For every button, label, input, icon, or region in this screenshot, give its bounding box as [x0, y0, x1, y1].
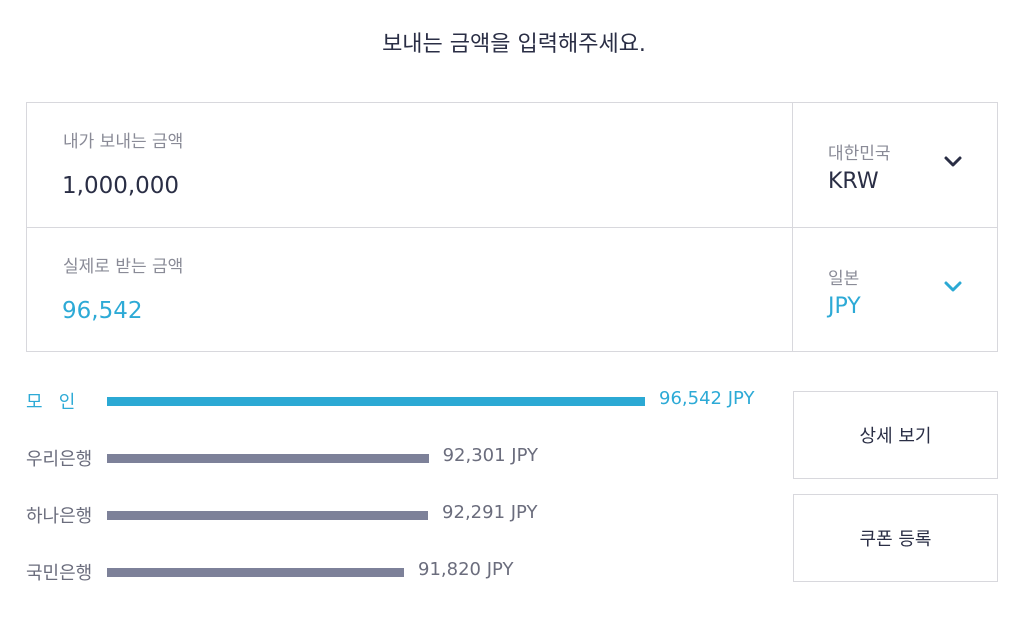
receive-currency-code: JPY — [828, 294, 861, 319]
amount-calculator: 내가 보내는 금액 1,000,000 대한민국 KRW 실제로 받는 금액 9… — [26, 102, 998, 352]
rate-bar — [107, 454, 429, 463]
bank-row: 우리은행 92,301 JPY — [26, 441, 786, 473]
bank-row: 하나은행 92,291 JPY — [26, 498, 786, 530]
chevron-down-icon[interactable] — [943, 280, 963, 294]
detail-view-button[interactable]: 상세 보기 — [793, 391, 998, 479]
bank-row: 모인 96,542 JPY — [26, 384, 786, 416]
send-country-label: 대한민국 — [828, 144, 891, 164]
rate-bar — [107, 397, 645, 406]
send-amount-row: 내가 보내는 금액 1,000,000 대한민국 KRW — [27, 103, 997, 227]
bank-value-label: 96,542 JPY — [659, 388, 755, 409]
receive-amount-value: 96,542 — [62, 298, 143, 324]
send-amount-label: 내가 보내는 금액 — [63, 132, 184, 152]
bank-name: 하나은행 — [26, 506, 93, 527]
receive-country-label: 일본 — [828, 269, 860, 289]
send-currency-select[interactable]: 대한민국 KRW — [793, 103, 997, 227]
receive-amount-label: 실제로 받는 금액 — [63, 257, 184, 277]
page-title: 보내는 금액을 입력해주세요. — [382, 32, 646, 57]
column-divider — [792, 103, 793, 351]
bank-row: 국민은행 91,820 JPY — [26, 555, 786, 587]
bank-value-label: 92,301 JPY — [442, 445, 539, 466]
bank-name: 국민은행 — [26, 563, 93, 584]
bank-name: 모인 — [26, 392, 92, 413]
send-currency-code: KRW — [828, 169, 879, 194]
rate-bar — [107, 568, 405, 577]
bank-comparison-chart: 모인 96,542 JPY 우리은행 92,301 JPY 하나은행 92,291 JPY… — [26, 382, 786, 602]
row-divider — [27, 227, 997, 228]
coupon-register-button[interactable]: 쿠폰 등록 — [793, 494, 998, 582]
rate-bar — [107, 511, 429, 520]
receive-amount-row: 실제로 받는 금액 96,542 일본 JPY — [27, 228, 997, 352]
bank-value-label: 92,291 JPY — [442, 502, 538, 523]
chevron-down-icon[interactable] — [943, 155, 963, 169]
receive-currency-select[interactable]: 일본 JPY — [793, 228, 997, 352]
bank-name: 우리은행 — [26, 449, 93, 470]
bank-value-label: 91,820 JPY — [418, 559, 514, 580]
send-amount-input[interactable]: 1,000,000 — [62, 173, 180, 199]
